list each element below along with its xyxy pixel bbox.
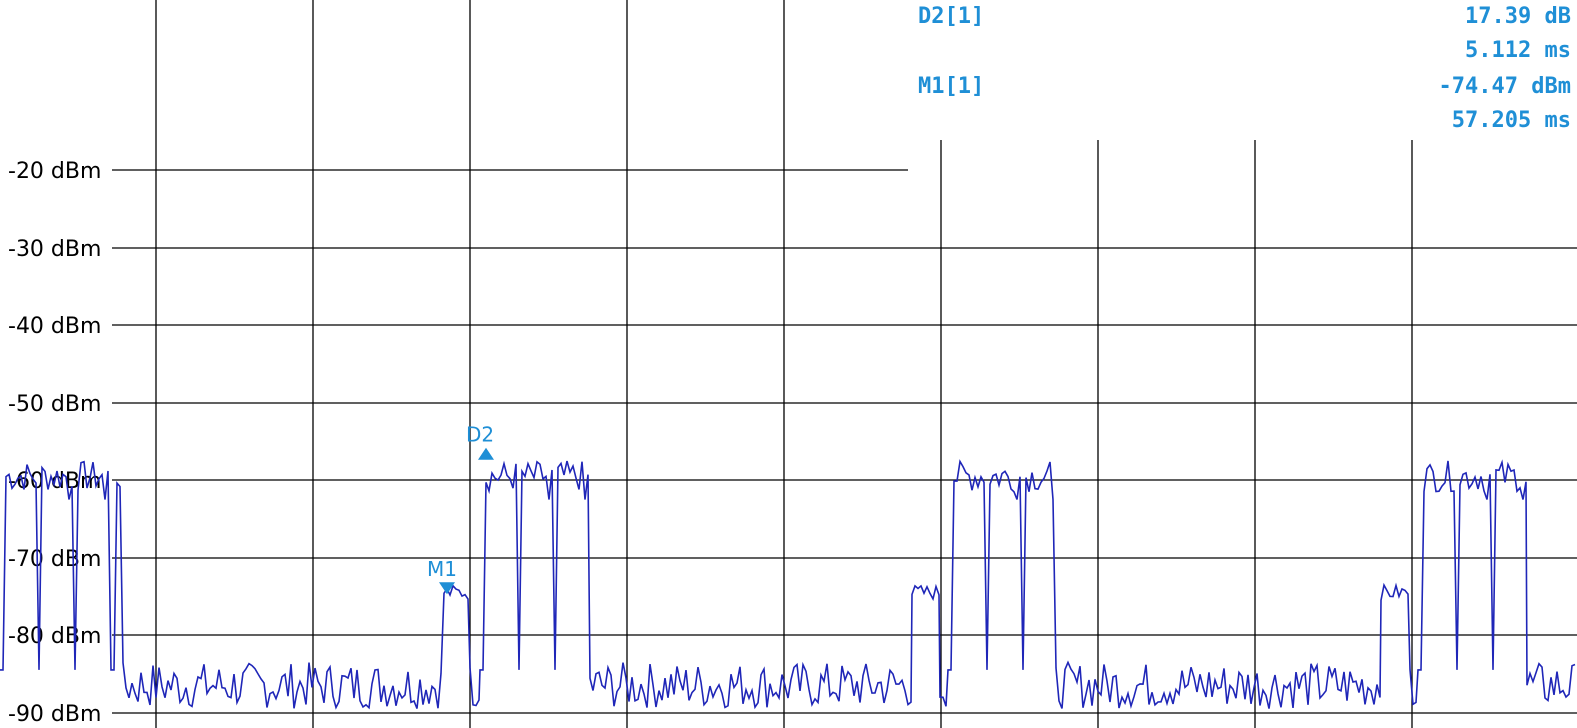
- marker-m1-label: M1: [427, 557, 457, 581]
- marker-readout-table: D2[1] 17.39 dB 5.112 ms M1[1] -74.47 dBm…: [0, 0, 1577, 140]
- marker-m1-symbol: [439, 582, 455, 595]
- marker-m1-value2: 57.205 ms: [1451, 108, 1571, 133]
- marker-layer: M1 D2: [427, 423, 494, 595]
- ytick-label-2: -40 dBm: [8, 314, 101, 339]
- ytick-label-5: -70 dBm: [8, 547, 101, 572]
- marker-d2-value2: 5.112 ms: [1465, 38, 1571, 63]
- ytick-label-7: -90 dBm: [8, 702, 101, 727]
- ytick-label-1: -30 dBm: [8, 237, 101, 262]
- grid-lines: [112, 0, 1577, 728]
- ytick-label-6: -80 dBm: [8, 624, 101, 649]
- marker-d2-label: D2: [466, 423, 494, 447]
- marker-d2-name: D2[1]: [918, 4, 985, 29]
- trace-layer: [0, 459, 1576, 710]
- marker-d2-symbol: [478, 447, 494, 460]
- y-tick-labels: -20 dBm-30 dBm-40 dBm-50 dBm-60 dBm-70 d…: [8, 159, 101, 727]
- ytick-label-3: -50 dBm: [8, 392, 101, 417]
- trace-line: [0, 459, 1576, 710]
- marker-m1-name: M1[1]: [918, 74, 985, 99]
- marker-m1-value1: -74.47 dBm: [1438, 74, 1571, 99]
- ytick-label-0: -20 dBm: [8, 159, 101, 184]
- marker-d2-value1: 17.39 dB: [1465, 4, 1571, 29]
